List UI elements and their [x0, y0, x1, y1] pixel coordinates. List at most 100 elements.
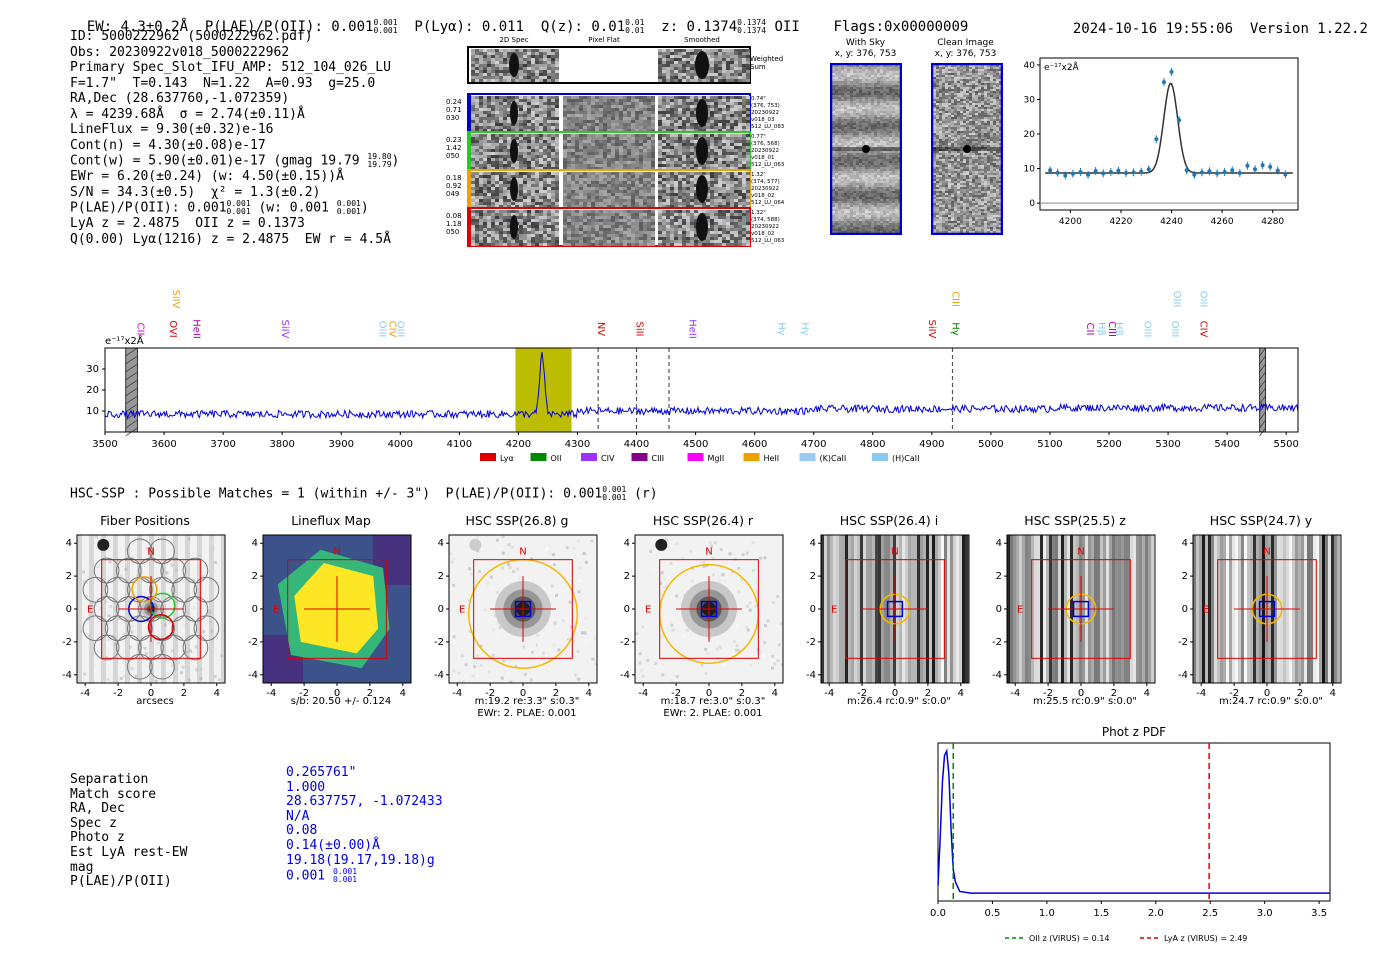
cutout-pixel	[838, 141, 841, 143]
cutout-pixel	[892, 117, 895, 119]
header-z: z: 0.1374	[661, 19, 738, 35]
spec2d-pixel	[495, 187, 499, 190]
cutout-pixel	[895, 137, 898, 139]
spec2d-pixel	[543, 140, 547, 143]
spec2d-pixel	[563, 102, 567, 105]
spec2d-pixel	[682, 164, 686, 167]
spec2d-pixel	[531, 181, 535, 184]
cutout-pixel	[895, 95, 898, 97]
spec2d-pixel	[527, 117, 531, 120]
spec2d-pixel	[555, 120, 559, 123]
cutout-pixel	[859, 85, 862, 87]
spec2d-pixel	[623, 213, 627, 216]
spec2d-pixel	[682, 216, 686, 219]
spec2d-pixel	[555, 231, 559, 234]
cutout-pixel	[883, 105, 886, 107]
spec2d-pixel	[674, 222, 678, 225]
spec2d-pixel	[746, 61, 750, 64]
spec2d-pixel	[547, 167, 551, 170]
spec2d-pixel	[658, 149, 662, 152]
spec2d-pixel	[483, 149, 487, 152]
spec2d-pixel	[591, 222, 595, 225]
spec2d-pixel	[519, 184, 523, 187]
cutout-pixel	[889, 157, 892, 159]
spec2d-pixel	[487, 61, 491, 64]
cutout-pixel	[835, 87, 838, 89]
spec2d-pixel	[666, 213, 670, 216]
spec2d-pixel	[738, 117, 742, 120]
spec2d-pixel	[726, 58, 730, 61]
spec2d-pixel	[523, 143, 527, 146]
spec2d-pixel	[591, 234, 595, 237]
spec2d-pixel	[599, 231, 603, 234]
spec2d-pixel	[579, 155, 583, 158]
cutout-pixel	[868, 105, 871, 107]
cutout-pixel	[895, 105, 898, 107]
spec2d-pixel	[579, 228, 583, 231]
cutout-pixel	[844, 117, 847, 119]
spec2d-pixel	[631, 228, 635, 231]
cutout-pixel	[856, 77, 859, 79]
spec2d-pixel	[678, 140, 682, 143]
spec2d-pixel	[515, 134, 519, 137]
cutout-pixel	[883, 65, 886, 67]
cutout-pixel	[832, 69, 835, 71]
spec2d-pixel	[714, 205, 718, 208]
spec2d-pixel	[579, 243, 583, 246]
cutout-pixel	[877, 115, 880, 117]
spec2d-pixel	[678, 120, 682, 123]
cutout-pixel	[871, 111, 874, 113]
cutout-pixel	[892, 65, 895, 67]
spec2d-pixel	[591, 99, 595, 102]
spec2d-pixel	[523, 199, 527, 202]
spec2d-pixel	[726, 64, 730, 67]
spec2d-pixel	[507, 178, 511, 181]
cutout-pixel	[859, 95, 862, 97]
spec2d-pixel	[694, 237, 698, 240]
spec2d-pixel	[635, 120, 639, 123]
cutout-pixel	[865, 125, 868, 127]
spec2d-pixel	[647, 231, 651, 234]
spec2d-pixel	[670, 184, 674, 187]
spec2d-pixel	[643, 149, 647, 152]
spec2d-pixel	[718, 96, 722, 99]
spec2d-pixel	[555, 58, 559, 61]
spec2d-pixel	[603, 228, 607, 231]
cutout-pixel	[886, 109, 889, 111]
spec2d-pixel	[722, 161, 726, 164]
spec2d-pixel	[714, 231, 718, 234]
spec2d-pixel	[706, 210, 710, 213]
spec2d-pixel	[603, 172, 607, 175]
spec2d-pixel	[730, 152, 734, 155]
spec2d-pixel	[666, 79, 670, 82]
cutout-pixel	[841, 81, 844, 83]
spec2d-pixel	[599, 199, 603, 202]
cutout-pixel	[886, 153, 889, 155]
spec2d-pixel	[519, 155, 523, 158]
spec2d-pixel	[722, 58, 726, 61]
spec2d-pixel	[690, 228, 694, 231]
spec2d-pixel	[611, 111, 615, 114]
cutout-pixel	[877, 121, 880, 123]
spec2d-pixel	[575, 216, 579, 219]
spec2d-pixel	[535, 58, 539, 61]
spec2d-pixel	[499, 152, 503, 155]
spec2d-pixel	[527, 193, 531, 196]
spec2d-pixel	[567, 152, 571, 155]
spec2d-pixel	[647, 117, 651, 120]
spec2d-pixel	[682, 79, 686, 82]
spec2d-pixel	[503, 108, 507, 111]
spec2d-pixel	[631, 137, 635, 140]
spec2d-pixel	[718, 64, 722, 67]
spec2d-pixel	[658, 134, 662, 137]
spec2d-pixel	[531, 164, 535, 167]
spec2d-pixel	[523, 123, 527, 126]
cutout-pixel	[868, 65, 871, 67]
spec2d-pixel	[507, 237, 511, 240]
spec2d-pixel	[643, 99, 647, 102]
spec2d-pixel	[527, 234, 531, 237]
spec2d-pixel	[531, 67, 535, 70]
cutout-pixel	[871, 153, 874, 155]
cutout-pixel	[841, 93, 844, 95]
spec2d-pixel	[563, 225, 567, 228]
